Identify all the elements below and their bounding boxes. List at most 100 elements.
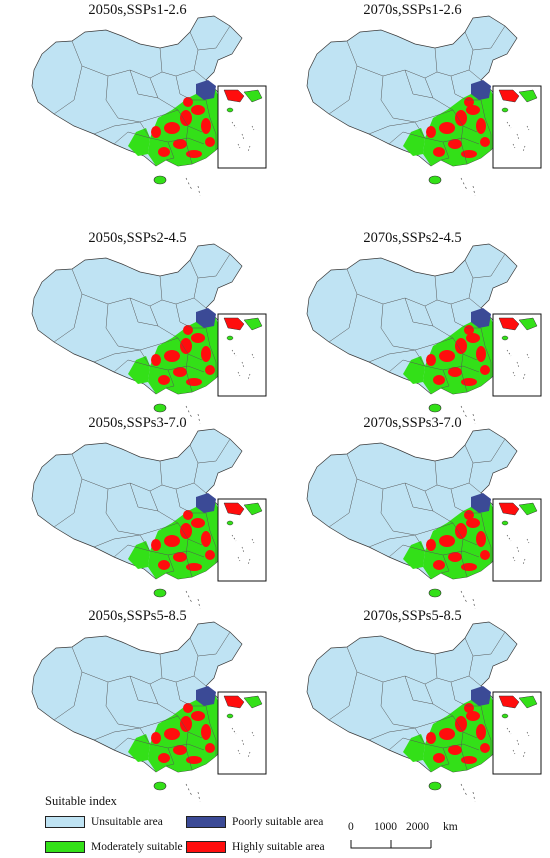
province-boundary	[175, 681, 206, 707]
legend-swatch	[45, 841, 85, 853]
hainan-island	[153, 175, 167, 185]
high-suitability-zone	[476, 724, 486, 740]
province-boundary	[440, 747, 450, 767]
province-boundary	[440, 554, 450, 574]
province-boundary	[450, 488, 481, 514]
moderate-suitability-zone	[128, 356, 150, 384]
moderate-suitability-zone	[128, 734, 150, 762]
high-suitability-zone	[201, 118, 211, 134]
nine-dash-line	[185, 783, 201, 803]
high-suitability-zone	[448, 139, 462, 149]
legend-swatch	[45, 816, 85, 828]
high-suitability-zone	[426, 354, 436, 366]
high-suitability-zone	[433, 560, 445, 570]
province-boundary	[193, 655, 199, 677]
province-boundary	[424, 490, 478, 546]
moderate-suitability-zone	[403, 356, 425, 384]
high-suitability-zone	[466, 711, 480, 721]
moderate-suitability-zone	[423, 499, 501, 579]
province-boundary	[468, 49, 474, 71]
province-boundary	[460, 731, 468, 771]
province-boundary	[165, 747, 175, 767]
province-boundary	[368, 121, 416, 135]
province-boundary	[165, 554, 175, 574]
province-boundary	[129, 482, 159, 512]
province-boundary	[175, 75, 206, 101]
south-china-sea-inset	[492, 498, 542, 582]
province-boundary	[205, 99, 217, 150]
south-china-sea-inset	[217, 691, 267, 775]
high-suitability-zone	[439, 535, 455, 547]
panel-title: 2070s,SSPs5-8.5	[363, 608, 462, 624]
province-boundary	[464, 253, 506, 279]
province-boundary	[105, 488, 179, 536]
province-boundary	[328, 293, 358, 343]
province-boundary	[175, 488, 206, 514]
hainan-island	[153, 403, 167, 413]
province-boundary	[440, 369, 450, 389]
province-boundary	[424, 683, 478, 739]
province-boundary	[189, 253, 231, 279]
china-suitability-map	[31, 428, 267, 610]
high-suitability-zone	[466, 105, 480, 115]
province-boundary	[185, 731, 193, 771]
high-suitability-zone	[191, 105, 205, 115]
province-boundary	[404, 675, 434, 705]
province-boundary	[368, 727, 416, 741]
high-suitability-zone	[191, 711, 205, 721]
poor-suitability-zone	[196, 686, 216, 706]
scale-tick-0: 0	[348, 821, 354, 833]
high-suitability-zone	[205, 137, 215, 147]
high-suitability-zone	[191, 333, 205, 343]
province-boundary	[105, 75, 179, 123]
high-suitability-zone	[205, 550, 215, 560]
high-suitability-zone	[480, 550, 490, 560]
high-suitability-zone	[180, 523, 192, 539]
province-boundary	[388, 737, 426, 751]
high-suitability-zone	[173, 745, 187, 755]
south-china-sea-inset	[492, 85, 542, 169]
province-boundary	[189, 25, 231, 51]
province-boundary	[71, 268, 163, 307]
province-boundary	[464, 438, 506, 464]
province-boundary	[460, 125, 468, 165]
province-boundary	[149, 683, 203, 739]
high-suitability-zone	[158, 753, 170, 763]
province-boundary	[380, 75, 454, 123]
high-suitability-zone	[439, 350, 455, 362]
high-suitability-zone	[201, 724, 211, 740]
high-suitability-zone	[158, 560, 170, 570]
map-panel-2070s-ssp126: 2070s,SSPs1-2.6	[275, 0, 550, 210]
province-boundary	[346, 453, 438, 492]
province-boundary	[388, 544, 426, 558]
province-boundary	[71, 40, 163, 79]
high-suitability-zone	[455, 110, 467, 126]
province-boundary	[205, 705, 217, 756]
panel-title: 2050s,SSPs5-8.5	[88, 608, 187, 624]
province-boundary	[460, 353, 468, 393]
province-boundary	[388, 131, 426, 145]
high-suitability-zone	[448, 367, 462, 377]
province-boundary	[93, 121, 141, 135]
scale-unit: km	[443, 821, 458, 833]
hainan-island	[428, 588, 442, 598]
high-suitability-zone	[151, 126, 161, 138]
moderate-suitability-zone	[148, 499, 226, 579]
legend-item-moderately-suitable: Moderately suitable area	[45, 840, 205, 854]
province-boundary	[450, 75, 481, 101]
moderate-suitability-zone	[423, 314, 501, 394]
high-suitability-zone	[448, 745, 462, 755]
panel-title: 2050s,SSPs2-4.5	[88, 230, 187, 246]
moderate-suitability-zone	[423, 86, 501, 166]
province-boundary	[175, 303, 206, 329]
poor-suitability-zone	[471, 80, 491, 100]
province-boundary	[424, 305, 478, 361]
china-suitability-map	[306, 428, 542, 610]
province-boundary	[468, 277, 474, 299]
high-suitability-zone	[455, 338, 467, 354]
province-boundary	[113, 131, 151, 145]
high-suitability-zone	[173, 139, 187, 149]
hainan-island	[428, 403, 442, 413]
province-boundary	[129, 675, 159, 705]
province-boundary	[185, 538, 193, 578]
